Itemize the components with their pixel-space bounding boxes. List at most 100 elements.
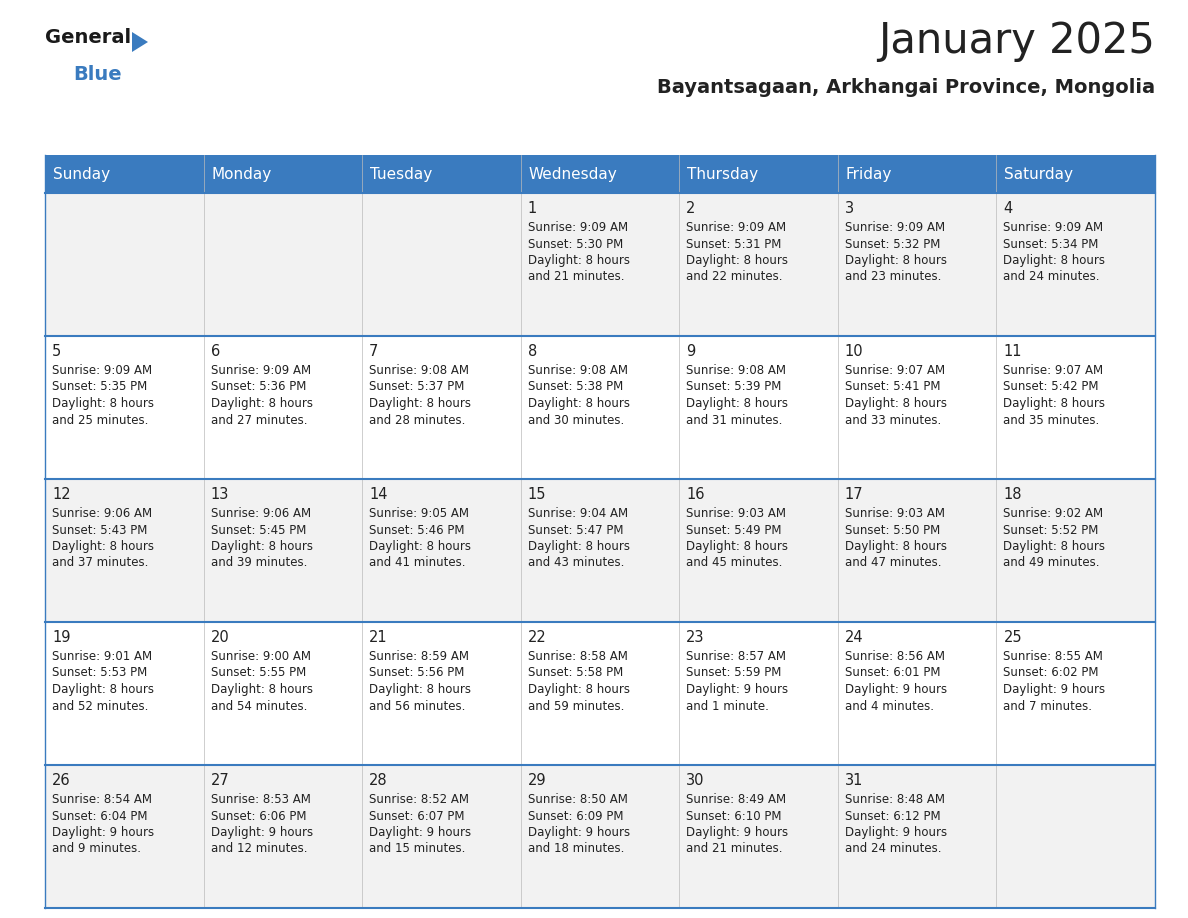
Text: Sunrise: 9:09 AM: Sunrise: 9:09 AM xyxy=(845,221,944,234)
Text: and 35 minutes.: and 35 minutes. xyxy=(1004,413,1100,427)
Text: Daylight: 8 hours: Daylight: 8 hours xyxy=(210,397,312,410)
Text: 4: 4 xyxy=(1004,201,1012,216)
Text: Daylight: 8 hours: Daylight: 8 hours xyxy=(52,683,154,696)
Text: Sunrise: 9:09 AM: Sunrise: 9:09 AM xyxy=(52,364,152,377)
Text: Sunrise: 8:55 AM: Sunrise: 8:55 AM xyxy=(1004,650,1104,663)
Text: and 31 minutes.: and 31 minutes. xyxy=(687,413,783,427)
Text: Sunrise: 8:56 AM: Sunrise: 8:56 AM xyxy=(845,650,944,663)
Text: and 28 minutes.: and 28 minutes. xyxy=(369,413,466,427)
Bar xyxy=(45,765,1155,908)
Text: Daylight: 8 hours: Daylight: 8 hours xyxy=(52,540,154,553)
Text: and 56 minutes.: and 56 minutes. xyxy=(369,700,466,712)
Text: Sunset: 5:37 PM: Sunset: 5:37 PM xyxy=(369,380,465,394)
Text: Daylight: 8 hours: Daylight: 8 hours xyxy=(527,254,630,267)
Text: Sunset: 5:53 PM: Sunset: 5:53 PM xyxy=(52,666,147,679)
Text: 22: 22 xyxy=(527,630,546,645)
Text: Daylight: 8 hours: Daylight: 8 hours xyxy=(845,254,947,267)
Text: Monday: Monday xyxy=(211,166,272,182)
Text: Sunrise: 8:48 AM: Sunrise: 8:48 AM xyxy=(845,793,944,806)
Text: Sunrise: 9:09 AM: Sunrise: 9:09 AM xyxy=(687,221,786,234)
Text: Daylight: 8 hours: Daylight: 8 hours xyxy=(845,540,947,553)
Text: 26: 26 xyxy=(52,773,70,788)
Text: Sunrise: 9:04 AM: Sunrise: 9:04 AM xyxy=(527,507,627,520)
Text: 16: 16 xyxy=(687,487,704,502)
Bar xyxy=(45,155,1155,193)
Text: Sunset: 5:35 PM: Sunset: 5:35 PM xyxy=(52,380,147,394)
Text: 27: 27 xyxy=(210,773,229,788)
Text: Sunrise: 9:05 AM: Sunrise: 9:05 AM xyxy=(369,507,469,520)
Text: 2: 2 xyxy=(687,201,696,216)
Text: Sunset: 6:07 PM: Sunset: 6:07 PM xyxy=(369,810,465,823)
Text: Daylight: 9 hours: Daylight: 9 hours xyxy=(369,826,472,839)
Text: Daylight: 8 hours: Daylight: 8 hours xyxy=(1004,540,1105,553)
Text: 15: 15 xyxy=(527,487,546,502)
Text: Sunday: Sunday xyxy=(53,166,110,182)
Bar xyxy=(45,622,1155,765)
Text: 5: 5 xyxy=(52,344,62,359)
Text: and 24 minutes.: and 24 minutes. xyxy=(845,843,941,856)
Text: and 22 minutes.: and 22 minutes. xyxy=(687,271,783,284)
Text: Sunrise: 9:09 AM: Sunrise: 9:09 AM xyxy=(210,364,311,377)
Text: Daylight: 9 hours: Daylight: 9 hours xyxy=(210,826,312,839)
Text: 7: 7 xyxy=(369,344,379,359)
Text: Sunrise: 9:03 AM: Sunrise: 9:03 AM xyxy=(687,507,786,520)
Text: Daylight: 8 hours: Daylight: 8 hours xyxy=(369,683,472,696)
Text: Blue: Blue xyxy=(72,65,121,84)
Text: Sunrise: 8:50 AM: Sunrise: 8:50 AM xyxy=(527,793,627,806)
Text: 14: 14 xyxy=(369,487,387,502)
Bar xyxy=(45,479,1155,622)
Text: Sunset: 6:02 PM: Sunset: 6:02 PM xyxy=(1004,666,1099,679)
Text: 31: 31 xyxy=(845,773,864,788)
Text: Sunset: 5:31 PM: Sunset: 5:31 PM xyxy=(687,238,782,251)
Text: and 52 minutes.: and 52 minutes. xyxy=(52,700,148,712)
Text: Sunrise: 9:03 AM: Sunrise: 9:03 AM xyxy=(845,507,944,520)
Text: Sunset: 5:36 PM: Sunset: 5:36 PM xyxy=(210,380,307,394)
Text: Sunrise: 9:02 AM: Sunrise: 9:02 AM xyxy=(1004,507,1104,520)
Text: Bayantsagaan, Arkhangai Province, Mongolia: Bayantsagaan, Arkhangai Province, Mongol… xyxy=(657,78,1155,97)
Text: and 59 minutes.: and 59 minutes. xyxy=(527,700,624,712)
Text: and 12 minutes.: and 12 minutes. xyxy=(210,843,307,856)
Text: Sunrise: 9:00 AM: Sunrise: 9:00 AM xyxy=(210,650,310,663)
Text: Saturday: Saturday xyxy=(1004,166,1074,182)
Text: Sunset: 5:50 PM: Sunset: 5:50 PM xyxy=(845,523,940,536)
Text: Sunrise: 9:08 AM: Sunrise: 9:08 AM xyxy=(527,364,627,377)
Text: Daylight: 8 hours: Daylight: 8 hours xyxy=(687,540,789,553)
Text: Daylight: 9 hours: Daylight: 9 hours xyxy=(687,683,789,696)
Text: Sunset: 5:46 PM: Sunset: 5:46 PM xyxy=(369,523,465,536)
Text: 9: 9 xyxy=(687,344,695,359)
Text: 24: 24 xyxy=(845,630,864,645)
Bar xyxy=(45,336,1155,479)
Text: Daylight: 8 hours: Daylight: 8 hours xyxy=(687,397,789,410)
Text: Sunrise: 9:06 AM: Sunrise: 9:06 AM xyxy=(52,507,152,520)
Text: 25: 25 xyxy=(1004,630,1022,645)
Text: 13: 13 xyxy=(210,487,229,502)
Text: January 2025: January 2025 xyxy=(878,20,1155,62)
Text: and 41 minutes.: and 41 minutes. xyxy=(369,556,466,569)
Text: and 33 minutes.: and 33 minutes. xyxy=(845,413,941,427)
Text: Daylight: 8 hours: Daylight: 8 hours xyxy=(687,254,789,267)
Text: Sunset: 5:43 PM: Sunset: 5:43 PM xyxy=(52,523,147,536)
Text: Sunset: 5:42 PM: Sunset: 5:42 PM xyxy=(1004,380,1099,394)
Text: and 23 minutes.: and 23 minutes. xyxy=(845,271,941,284)
Text: Thursday: Thursday xyxy=(688,166,758,182)
Text: Daylight: 9 hours: Daylight: 9 hours xyxy=(1004,683,1106,696)
Text: and 54 minutes.: and 54 minutes. xyxy=(210,700,307,712)
Text: Wednesday: Wednesday xyxy=(529,166,618,182)
Text: 20: 20 xyxy=(210,630,229,645)
Text: Sunrise: 8:58 AM: Sunrise: 8:58 AM xyxy=(527,650,627,663)
Text: Daylight: 9 hours: Daylight: 9 hours xyxy=(527,826,630,839)
Text: 30: 30 xyxy=(687,773,704,788)
Text: and 9 minutes.: and 9 minutes. xyxy=(52,843,141,856)
Text: Sunrise: 9:07 AM: Sunrise: 9:07 AM xyxy=(1004,364,1104,377)
Text: Sunset: 5:49 PM: Sunset: 5:49 PM xyxy=(687,523,782,536)
Text: Sunrise: 8:59 AM: Sunrise: 8:59 AM xyxy=(369,650,469,663)
Text: Sunset: 5:45 PM: Sunset: 5:45 PM xyxy=(210,523,307,536)
Text: 18: 18 xyxy=(1004,487,1022,502)
Text: Sunset: 5:38 PM: Sunset: 5:38 PM xyxy=(527,380,623,394)
Text: Sunset: 6:12 PM: Sunset: 6:12 PM xyxy=(845,810,941,823)
Text: Sunrise: 9:08 AM: Sunrise: 9:08 AM xyxy=(369,364,469,377)
Text: Daylight: 8 hours: Daylight: 8 hours xyxy=(369,397,472,410)
Text: and 37 minutes.: and 37 minutes. xyxy=(52,556,148,569)
Text: and 4 minutes.: and 4 minutes. xyxy=(845,700,934,712)
Text: Daylight: 8 hours: Daylight: 8 hours xyxy=(845,397,947,410)
